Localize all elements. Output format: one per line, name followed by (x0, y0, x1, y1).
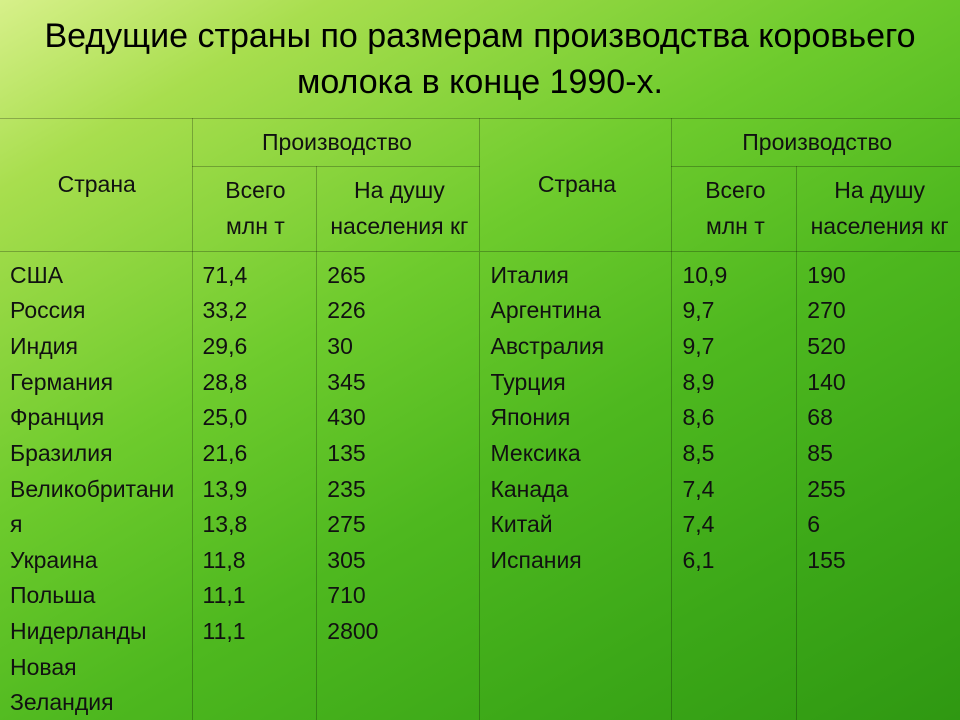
col-country-right: Страна (480, 118, 672, 251)
col-production-right: Производство (672, 118, 960, 167)
table-header-row-1: Страна Производство Страна Производство (0, 118, 960, 167)
col-production-left: Производство (192, 118, 480, 167)
col-total-left: Всего млн т (192, 167, 317, 251)
table-data-row: США Россия Индия Германия Франция Бразил… (0, 251, 960, 720)
cell-totals-left: 71,4 33,2 29,6 28,8 25,0 21,6 13,9 13,8 … (192, 251, 317, 720)
col-country-left: Страна (0, 118, 192, 251)
cell-countries-right: Италия Аргентина Австралия Турция Япония… (480, 251, 672, 720)
col-percap-left: На душу населения кг (317, 167, 480, 251)
cell-percap-left: 265 226 30 345 430 135 235 275 305 710 2… (317, 251, 480, 720)
col-percap-right: На душу населения кг (797, 167, 960, 251)
cell-countries-left: США Россия Индия Германия Франция Бразил… (0, 251, 192, 720)
col-total-right: Всего млн т (672, 167, 797, 251)
cell-percap-right: 190 270 520 140 68 85 255 6 155 (797, 251, 960, 720)
slide-title: Ведущие страны по размерам производства … (0, 14, 960, 118)
milk-production-table: Страна Производство Страна Производство … (0, 118, 960, 720)
cell-totals-right: 10,9 9,7 9,7 8,9 8,6 8,5 7,4 7,4 6,1 (672, 251, 797, 720)
slide: Ведущие страны по размерам производства … (0, 0, 960, 720)
